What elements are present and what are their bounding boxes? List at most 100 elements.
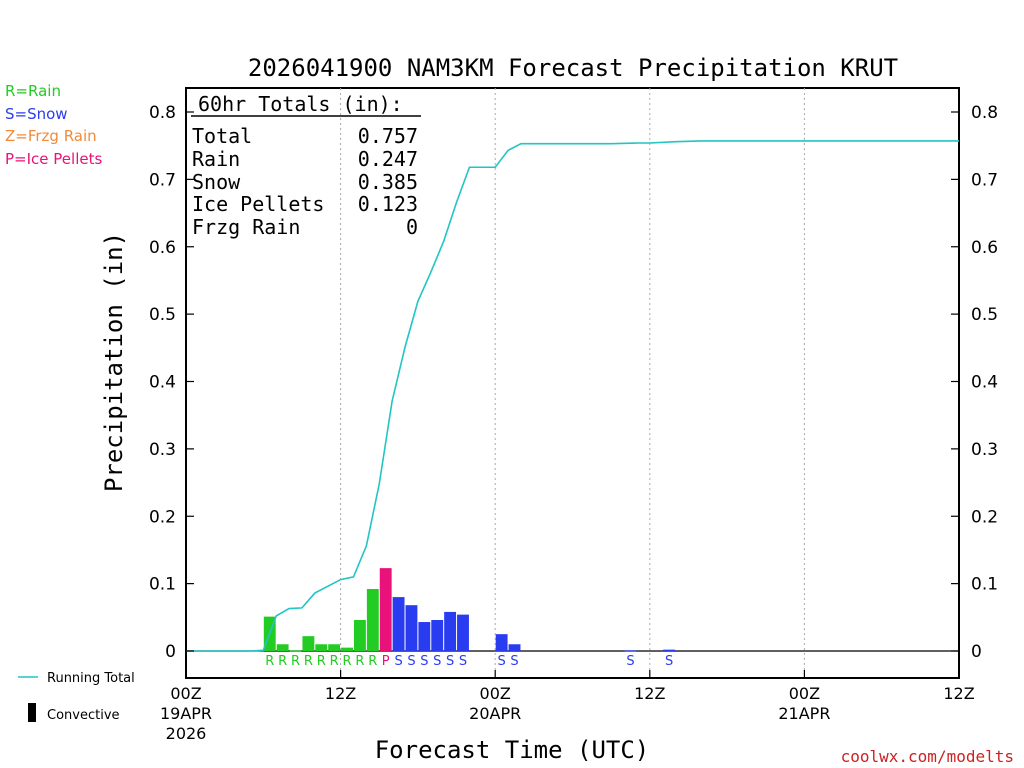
y-tick-label-right: 0 — [971, 642, 982, 662]
precip-type-marker: R — [355, 654, 364, 669]
precip-type-marker: S — [446, 654, 454, 669]
rain-value: 0.247 — [358, 147, 418, 171]
frzg-rain-value: 0 — [406, 215, 418, 239]
precip-bar — [379, 568, 392, 651]
precip-bars — [263, 568, 676, 652]
y-tick-label-right: 0.7 — [971, 170, 998, 190]
precip-bar — [431, 620, 444, 651]
chart-title: 2026041900 NAM3KM Forecast Precipitation… — [248, 54, 898, 82]
precip-type-marker: S — [394, 654, 402, 669]
precip-bar — [663, 649, 676, 651]
total-label: Total — [192, 124, 252, 148]
precip-bar — [457, 614, 469, 651]
y-tick-label-left: 0.5 — [149, 305, 176, 325]
ice-pellets-label: Ice Pellets — [192, 192, 324, 216]
precip-bar — [315, 644, 328, 651]
line-legend: Running Total Convective — [18, 671, 135, 723]
running-total-legend-label: Running Total — [47, 671, 135, 686]
running-total-line — [186, 140, 959, 652]
precip-bar — [392, 597, 405, 651]
snow-label: Snow — [192, 170, 241, 194]
y-axis-label: Precipitation (in) — [100, 232, 128, 492]
y-tick-label-left: 0.8 — [149, 103, 176, 123]
precip-type-marker: S — [420, 654, 428, 669]
precip-type-marker: S — [510, 654, 518, 669]
y-axis-ticks: 0 0 0.1 0.1 0.2 0.2 0.3 0.3 0.4 0.4 0.5 0.5 0.6 0.6 0.… — [149, 103, 998, 662]
rain-label: Rain — [192, 147, 240, 171]
plot-frame — [185, 87, 960, 679]
precip-type-marker: R — [291, 654, 300, 669]
y-tick-label-left: 0.6 — [149, 238, 176, 258]
precip-type-marker: S — [626, 654, 634, 669]
y-tick-label-left: 0.1 — [149, 575, 176, 595]
x-axis-label: Forecast Time (UTC) — [375, 736, 650, 764]
y-tick-label-left: 0.7 — [149, 170, 176, 190]
precip-type-marker: S — [665, 654, 673, 669]
x-tick-label: 00Z — [789, 684, 820, 703]
precip-type-marker: R — [368, 654, 377, 669]
y-tick-label-left: 0.4 — [149, 373, 176, 393]
y-tick-label-right: 0.2 — [971, 507, 998, 527]
convective-legend-label: Convective — [47, 708, 120, 723]
y-tick-label-right: 0.8 — [971, 103, 998, 123]
credit-text: coolwx.com/modelts — [841, 747, 1014, 766]
precip-bar — [624, 650, 637, 652]
y-tick-label-right: 0.3 — [971, 440, 998, 460]
precip-type-marker: P — [382, 654, 390, 669]
precip-bar — [353, 620, 366, 651]
precip-bar — [418, 622, 431, 651]
totals-header: 60hr Totals (in): — [198, 92, 403, 116]
legend-rain: R=Rain — [5, 82, 61, 100]
y-tick-label-left: 0.3 — [149, 440, 176, 460]
x-tick-label: 12Z — [943, 684, 974, 703]
y-tick-label-right: 0.4 — [971, 373, 998, 393]
precip-type-marker: S — [407, 654, 415, 669]
legend-ice-pellets: P=Ice Pellets — [5, 150, 102, 168]
convective-swatch — [28, 703, 36, 722]
x-tick-label: 00Z — [170, 684, 201, 703]
precip-type-marker: R — [278, 654, 287, 669]
y-tick-label-left: 0.2 — [149, 507, 176, 527]
precip-type-marker: S — [498, 654, 506, 669]
y-tick-label-right: 0.5 — [971, 305, 998, 325]
precip-bar — [495, 634, 508, 651]
running-total-layer — [186, 140, 959, 652]
precip-bar — [302, 636, 315, 651]
x-tick-label: 00Z — [480, 684, 511, 703]
precip-type-marker: R — [317, 654, 326, 669]
y-tick-label-right: 0.6 — [971, 238, 998, 258]
x-tick-date: 21APR — [778, 704, 830, 723]
total-value: 0.757 — [358, 124, 418, 148]
y-tick-label-right: 0.1 — [971, 575, 998, 595]
precip-type-marker: R — [343, 654, 352, 669]
totals-box: 60hr Totals (in): Total 0.757 Rain 0.247… — [191, 92, 421, 239]
snow-value: 0.385 — [358, 170, 418, 194]
precip-type-marker: R — [330, 654, 339, 669]
x-tick-year: 2026 — [166, 724, 207, 743]
x-tick-date: 19APR — [160, 704, 212, 723]
precip-bar — [276, 644, 289, 651]
x-tick-label: 12Z — [325, 684, 356, 703]
precip-type-marker: S — [459, 654, 467, 669]
precip-bar — [289, 650, 302, 652]
precip-type-marker: R — [304, 654, 313, 669]
x-tick-date: 20APR — [469, 704, 521, 723]
precip-type-legend: R=Rain S=Snow Z=Frzg Rain P=Ice Pellets — [5, 82, 102, 168]
precip-bar — [341, 647, 353, 651]
legend-frzg-rain: Z=Frzg Rain — [5, 127, 97, 145]
x-tick-label: 12Z — [634, 684, 665, 703]
legend-snow: S=Snow — [5, 105, 68, 123]
precip-bar — [328, 644, 341, 651]
precip-type-marker: S — [433, 654, 441, 669]
y-tick-label-left: 0 — [165, 642, 176, 662]
precip-bar — [366, 589, 379, 651]
precip-bar — [508, 644, 521, 651]
precip-type-marker: R — [265, 654, 274, 669]
frzg-rain-label: Frzg Rain — [192, 215, 300, 239]
precip-bar — [405, 605, 418, 651]
precip-bar — [444, 611, 457, 651]
ice-pellets-value: 0.123 — [358, 192, 418, 216]
